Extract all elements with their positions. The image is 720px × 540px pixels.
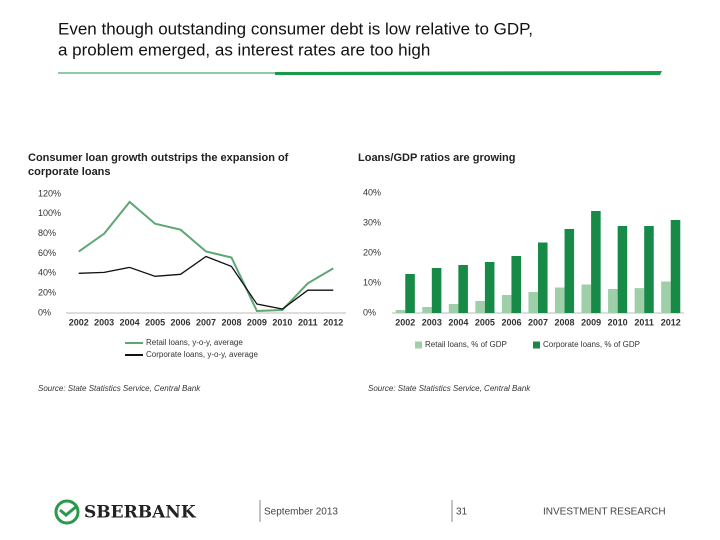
line [78,255,334,310]
source: Source: State Statistics Service, Centra… [368,384,531,393]
bar [511,256,522,313]
chart-title: Consumer loan growth outstrips the expan… [28,152,289,164]
bar [661,281,671,313]
brand: SBERBANK [84,503,197,523]
x-tick-label: 2004 [120,317,140,327]
x-tick-label: 2008 [221,317,241,327]
slide-title: a problem emerged, as interest rates are… [58,40,430,59]
y-tick-label: 0% [38,307,51,317]
division: INVESTMENT RESEARCH [543,507,666,518]
x-tick-label: 2003 [422,317,442,327]
x-tick-label: 2005 [145,317,165,327]
bar [484,262,495,313]
bar [501,295,512,313]
y-tick-label: 120% [38,188,61,198]
logo [54,499,80,525]
y-tick-label: 100% [38,208,61,218]
bar [538,242,548,313]
x-tick-label: 2006 [171,317,191,327]
x-tick-label: 2007 [196,317,216,327]
bar [634,288,645,313]
x-tick-label: 2004 [448,317,468,327]
bar [448,304,459,313]
line [78,200,334,313]
x-tick-label: 2009 [581,317,601,327]
x-tick-label: 2002 [69,317,89,327]
x-tick-label: 2012 [661,317,681,327]
bar [431,268,442,313]
y-tick-label: 0% [363,307,376,317]
bar [422,307,432,313]
legend-label: Retail loans, y-o-y, average [146,338,243,347]
x-tick-label: 2010 [272,317,292,327]
legend-label: Corporate loans, y-o-y, average [146,350,258,359]
bar [581,284,592,313]
bar [458,265,468,313]
y-tick-label: 40% [38,268,56,278]
x-tick-label: 2002 [395,317,415,327]
title-rule [275,71,662,75]
y-tick-label: 20% [38,288,56,298]
bar [554,287,565,313]
source: Source: State Statistics Service, Centra… [38,384,201,393]
x-tick-label: 2006 [501,317,521,327]
x-tick-label: 2011 [634,317,654,327]
y-tick-label: 40% [363,187,381,197]
y-tick-label: 60% [38,248,56,258]
legend-label: Corporate loans, % of GDP [543,340,640,349]
bar [405,274,415,313]
bar [528,292,538,313]
bar [608,289,618,313]
bar [617,226,628,313]
x-tick-label: 2010 [608,317,628,327]
y-tick-label: 20% [363,247,381,257]
bar [591,211,601,313]
chart-title: corporate loans [28,166,111,178]
legend-swatch [533,341,540,349]
bar [644,226,654,313]
slide-title: Even though outstanding consumer debt is… [58,19,533,38]
x-tick-label: 2011 [298,317,318,327]
bar [395,310,406,313]
page-number: 31 [456,507,468,518]
bar [670,220,681,313]
legend-swatch [415,341,422,349]
y-tick-label: 10% [363,277,381,287]
bar [564,229,575,313]
y-tick-label: 30% [363,217,381,227]
chart-title: Loans/GDP ratios are growing [358,152,516,164]
date: September 2013 [264,507,338,518]
x-tick-label: 2008 [555,317,575,327]
bar [475,301,485,313]
x-tick-label: 2005 [475,317,495,327]
x-tick-label: 2003 [94,317,114,327]
x-tick-label: 2009 [247,317,267,327]
x-tick-label: 2012 [323,317,343,327]
legend-label: Retail loans, % of GDP [425,340,507,349]
y-tick-label: 80% [38,228,56,238]
x-tick-label: 2007 [528,317,548,327]
